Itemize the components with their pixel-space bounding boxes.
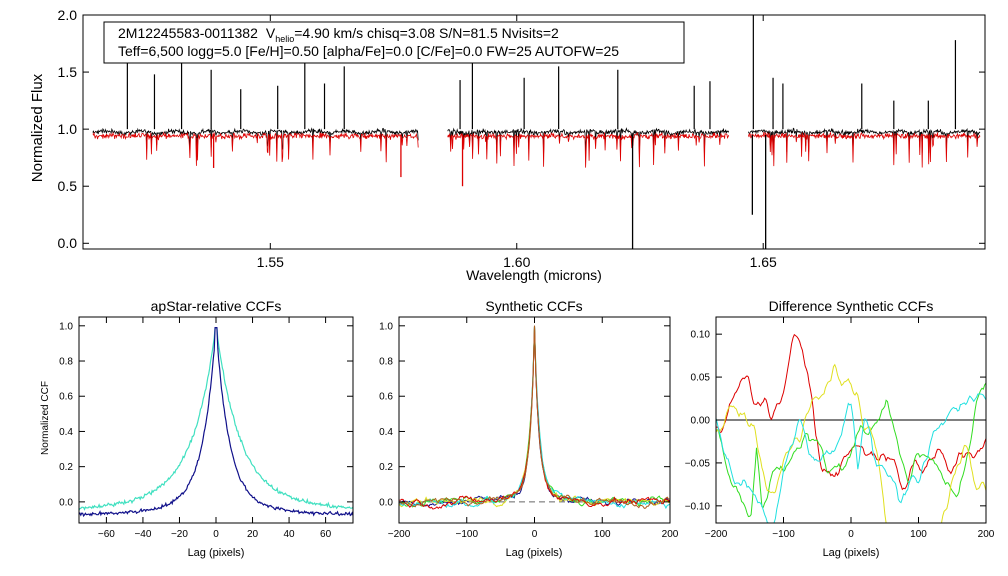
synthetic-series — [398, 325, 671, 510]
synthetic-spectrum-chunk-1 — [92, 131, 419, 166]
synthetic-xtick-label: −100 — [455, 529, 478, 540]
synthetic-frame — [398, 316, 671, 524]
apstar-ytick-label: 1.0 — [59, 321, 73, 332]
synthetic-xtick-label: 100 — [594, 529, 611, 540]
spectrum-ticks: 1.55 1.60 1.65 0.0 0.5 1.0 1.5 2.0 — [58, 7, 985, 270]
difference-ytick-label: 0.05 — [691, 373, 711, 384]
apstar-xtick-label: 40 — [284, 529, 296, 540]
synthetic-ticks: −200 −100 0 100 200 0.0 0.2 0.4 0.6 0.8 1.0 — [379, 317, 679, 540]
difference-xtick-label: 0 — [848, 529, 854, 540]
apstar-ytick-label: 0.4 — [59, 427, 73, 438]
apstar-xtick-label: 0 — [213, 529, 219, 540]
spectrum-frame — [82, 14, 986, 250]
synthetic-spectrum-chunk-2 — [447, 132, 730, 168]
spectrum-xlabel: Wavelength (microns) — [466, 267, 602, 283]
annotation-line-1-values: =4.90 km/s chisq=3.08 S/N=81.5 Nvisits=2 — [294, 25, 559, 41]
apstar-xtick-label: 60 — [320, 529, 332, 540]
apstar-ticks: −60 −40 −20 0 20 40 60 0.0 0.2 0.4 0.6 0.8 1.0 — [59, 317, 353, 540]
difference-xtick-label: −100 — [772, 529, 795, 540]
synthetic-xtick-label: 200 — [662, 529, 679, 540]
apstar-ccf-panel: apStar-relative CCFs −60 −40 −20 0 20 40 60 0.0… — [40, 298, 354, 559]
spectrum-xtick-label: 1.60 — [503, 254, 530, 270]
synthetic-spectrum-chunk-3 — [748, 131, 981, 168]
difference-xtick-label: −200 — [705, 529, 728, 540]
annotation-line-1: 2M12245583-0011382 Vhelio=4.90 km/s chisq… — [118, 25, 559, 44]
apstar-xtick-label: 20 — [247, 529, 259, 540]
apstar-series — [78, 327, 354, 518]
apstar-ytick-label: 0.2 — [59, 462, 73, 473]
synthetic-ytick-label: 0.0 — [379, 497, 393, 508]
spectrum-ylabel: Normalized Flux — [29, 73, 46, 182]
annotation-star-id: 2M12245583-0011382 — [118, 25, 258, 41]
synthetic-ytick-label: 0.6 — [379, 392, 393, 403]
observed-spectrum-chunk-3 — [748, 127, 981, 154]
difference-xtick-label: 100 — [910, 529, 927, 540]
annotation-v-label: V — [266, 25, 276, 41]
difference-xlabel: Lag (pixels) — [823, 547, 880, 559]
ccf-brown-line — [398, 325, 671, 509]
annotation-line-2: Teff=6,500 logg=5.0 [Fe/H]=0.50 [alpha/F… — [118, 43, 619, 59]
difference-ticks: −200 −100 0 100 200 −0.10 −0.05 0.00 0.05 0.10 — [685, 317, 995, 540]
difference-ccf-panel: Difference Synthetic CCFs −200 −100 0 100 20… — [685, 298, 995, 559]
ccf-green-line — [398, 325, 671, 508]
synthetic-xtick-label: 0 — [532, 529, 538, 540]
apstar-xtick-label: −40 — [134, 529, 151, 540]
annotation-v-subscript: helio — [275, 34, 294, 44]
diff-red-line — [715, 333, 987, 491]
visit-1-line — [78, 327, 354, 511]
synthetic-xtick-label: −200 — [388, 529, 411, 540]
apstar-ytick-label: 0.6 — [59, 392, 73, 403]
difference-ytick-label: 0.00 — [691, 416, 711, 427]
apstar-frame — [78, 316, 354, 524]
diff-cyan-line — [715, 393, 987, 524]
spectrum-ytick-label: 1.5 — [58, 64, 78, 80]
apstar-ytick-label: 0.0 — [59, 497, 73, 508]
spectrum-ytick-label: 0.5 — [58, 178, 78, 194]
spectrum-ytick-label: 0.0 — [58, 235, 78, 251]
observed-spectrum-chunk-2 — [447, 127, 730, 155]
spectrum-xtick-label: 1.55 — [257, 254, 284, 270]
apstar-ytick-label: 0.8 — [59, 357, 73, 368]
synthetic-ccf-panel: Synthetic CCFs −200 −100 0 100 200 0.0 0.2 0.4 0… — [379, 298, 679, 559]
difference-xtick-label: 200 — [978, 529, 995, 540]
synthetic-ytick-label: 0.2 — [379, 462, 393, 473]
spectrum-xtick-label: 1.65 — [750, 254, 777, 270]
apstar-ylabel: Normalized CCF — [40, 381, 51, 455]
difference-ytick-label: −0.05 — [685, 458, 711, 469]
spectrum-ytick-label: 1.0 — [58, 121, 78, 137]
ccf-cyan-line — [398, 325, 671, 510]
spectrum-panel: 1.55 1.60 1.65 0.0 0.5 1.0 1.5 2.0 Wavelength (… — [29, 7, 986, 283]
difference-ytick-label: 0.10 — [691, 330, 711, 341]
apstar-title: apStar-relative CCFs — [151, 298, 282, 314]
ccf-red-line — [398, 325, 671, 510]
difference-title: Difference Synthetic CCFs — [769, 298, 934, 314]
ccf-navy-line — [398, 325, 671, 508]
apstar-xtick-label: −60 — [98, 529, 115, 540]
spectrum-series — [92, 15, 981, 249]
ccf-yellow-line — [398, 325, 671, 508]
observed-spectrum-chunk-1 — [92, 127, 419, 152]
difference-series — [715, 333, 987, 524]
apstar-xtick-label: −20 — [171, 529, 188, 540]
diff-green-line — [715, 382, 987, 518]
visit-2-line — [78, 327, 354, 518]
difference-ytick-label: −0.10 — [685, 501, 711, 512]
apstar-xlabel: Lag (pixels) — [188, 547, 245, 559]
annotation-frame — [103, 21, 685, 64]
synthetic-xlabel: Lag (pixels) — [506, 547, 563, 559]
synthetic-ytick-label: 1.0 — [379, 321, 393, 332]
synthetic-ytick-label: 0.8 — [379, 357, 393, 368]
synthetic-title: Synthetic CCFs — [485, 298, 582, 314]
synthetic-ytick-label: 0.4 — [379, 427, 393, 438]
spectrum-ytick-label: 2.0 — [58, 7, 78, 23]
annotation-box: 2M12245583-0011382 Vhelio=4.90 km/s chisq… — [103, 21, 685, 64]
